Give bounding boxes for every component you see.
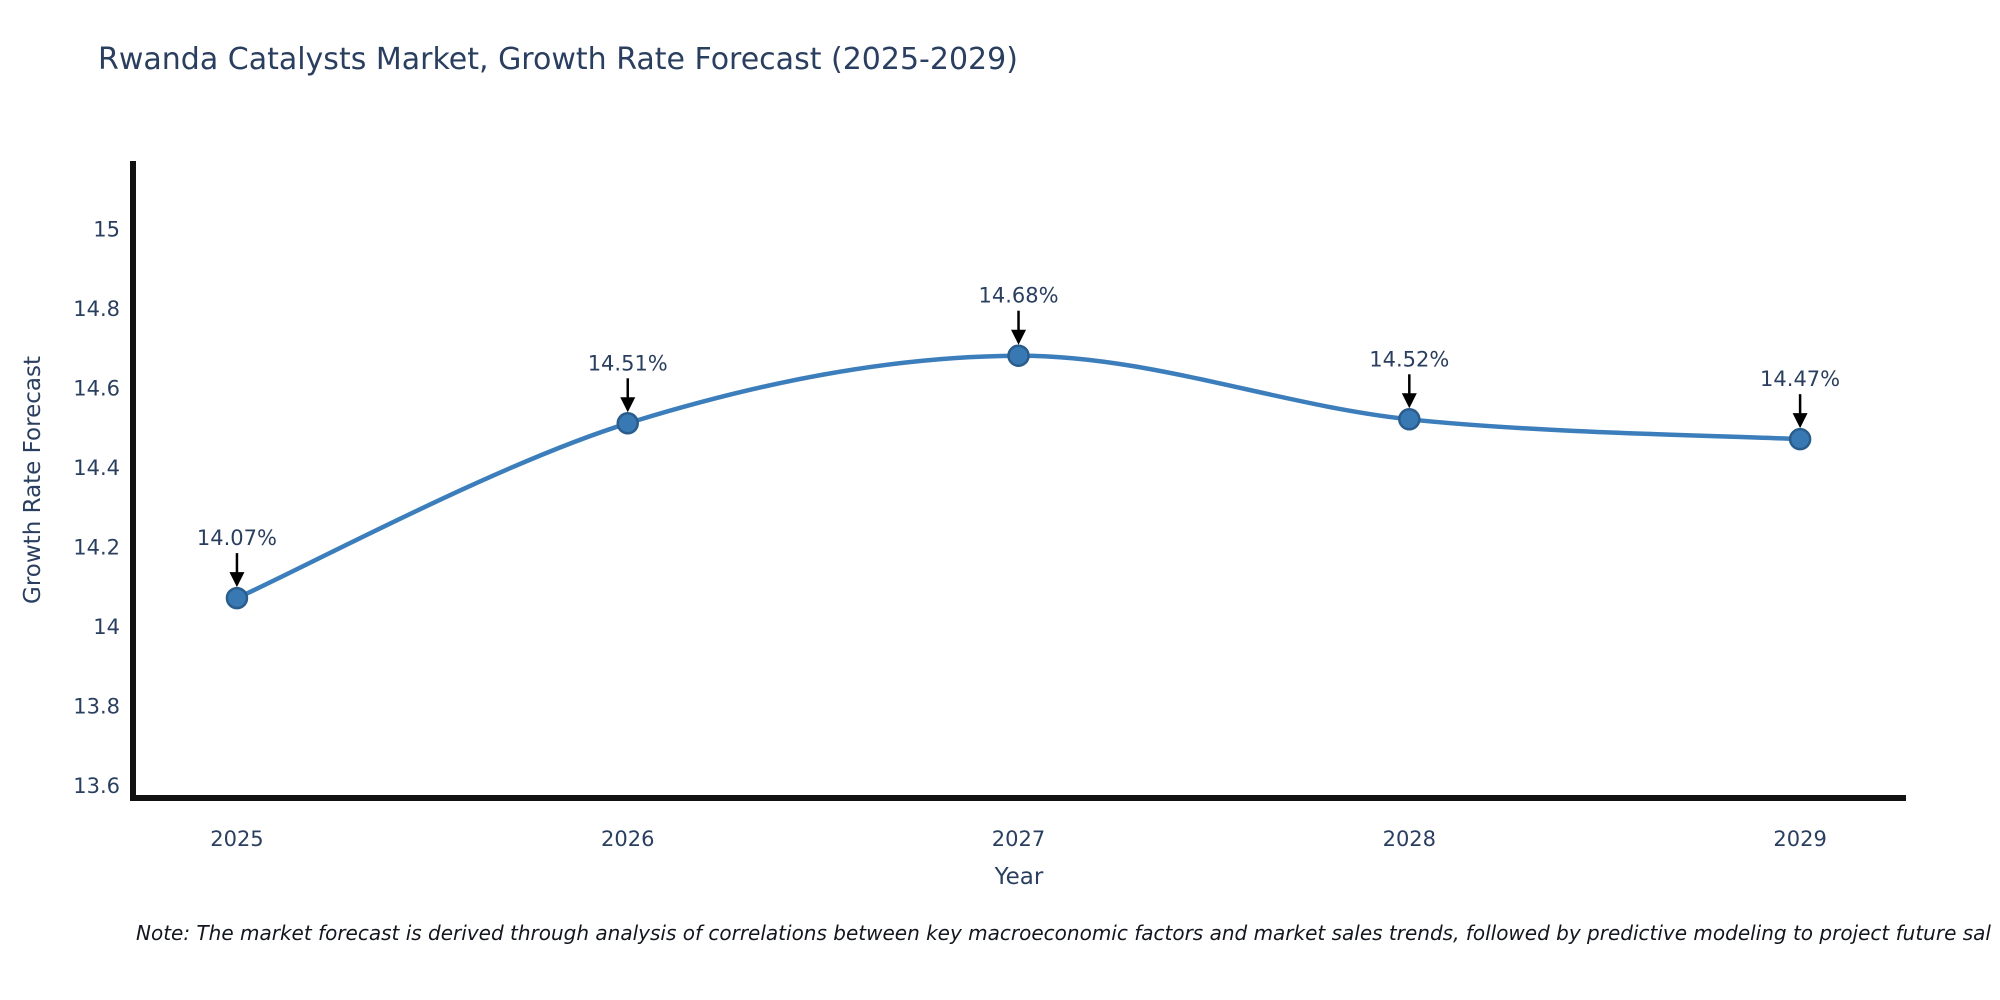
y-tick-label: 14.2	[73, 535, 120, 559]
x-axis-title: Year	[994, 864, 1044, 890]
y-tick-label: 13.6	[73, 774, 120, 798]
annotation-label: 14.07%	[197, 526, 277, 550]
y-tick-label: 13.8	[73, 694, 120, 718]
annotation-arrowhead	[1401, 393, 1417, 409]
y-tick-label: 15	[93, 218, 120, 242]
x-tick-label: 2029	[1773, 827, 1826, 851]
annotation-label: 14.51%	[588, 351, 668, 375]
x-tick-label: 2026	[601, 827, 654, 851]
y-tick-label: 14.8	[73, 297, 120, 321]
annotation-arrowhead	[1792, 413, 1808, 429]
annotation-arrowhead	[620, 397, 636, 413]
y-axis-title: Growth Rate Forecast	[20, 356, 46, 604]
x-tick-label: 2025	[210, 827, 263, 851]
y-tick-label: 14.4	[73, 456, 120, 480]
trend-line	[235, 353, 1801, 601]
annotation-arrowhead	[229, 572, 245, 588]
x-tick-label: 2027	[992, 827, 1045, 851]
y-tick-label: 14	[93, 615, 120, 639]
data-point-marker	[1788, 427, 1812, 451]
annotation-label: 14.52%	[1369, 347, 1449, 371]
footnote: Note: The market forecast is derived thr…	[136, 921, 1991, 945]
annotation-label: 14.47%	[1760, 367, 1840, 391]
data-point-marker	[1398, 408, 1421, 431]
y-tick-label: 14.6	[73, 377, 120, 401]
chart-title: Rwanda Catalysts Market, Growth Rate For…	[98, 42, 1018, 77]
data-point-marker	[225, 586, 249, 610]
x-tick-label: 2028	[1383, 827, 1436, 851]
annotation-label: 14.68%	[978, 284, 1058, 308]
data-point-marker	[1007, 344, 1030, 367]
data-point-marker	[616, 412, 639, 435]
annotation-arrowhead	[1011, 329, 1027, 345]
